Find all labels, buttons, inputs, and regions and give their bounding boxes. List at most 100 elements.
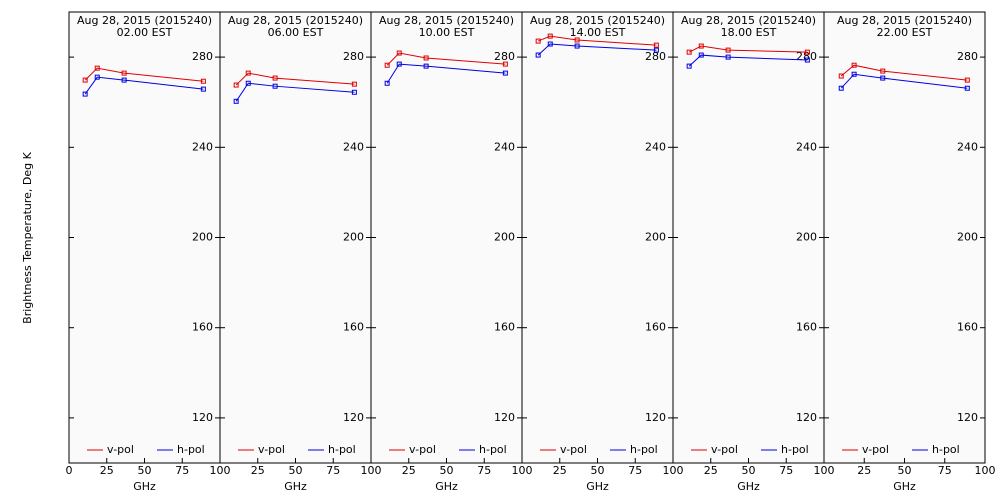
y-tick-label: 280 — [645, 50, 666, 63]
y-tick-label: 120 — [343, 411, 364, 424]
x-tick-label: 100 — [975, 464, 996, 477]
legend-label: h-pol — [177, 443, 205, 456]
point-marker — [272, 75, 278, 81]
point-marker — [121, 70, 127, 76]
y-tick-label: 280 — [494, 50, 515, 63]
point-marker — [698, 52, 704, 58]
series-line — [688, 45, 808, 53]
y-tick-label: 200 — [343, 231, 364, 244]
point-marker — [686, 49, 692, 55]
legend-label: v-pol — [862, 443, 889, 456]
y-tick-label: 160 — [645, 321, 666, 334]
y-axis-label: Brightness Temperature, Deg K — [21, 151, 34, 323]
point-marker — [502, 70, 508, 76]
point-marker — [880, 68, 886, 74]
point-marker — [535, 38, 541, 44]
x-tick-label: 25 — [553, 464, 567, 477]
point-marker — [653, 42, 659, 48]
x-tick-label: 100 — [814, 464, 835, 477]
y-tick-label: 240 — [645, 140, 666, 153]
plot-area — [521, 11, 674, 464]
y-tick-label: 160 — [343, 321, 364, 334]
x-axis-label: GHz — [893, 480, 916, 493]
panel-title: Aug 28, 2015 (2015240) — [77, 14, 212, 27]
legend-label: h-pol — [479, 443, 507, 456]
y-tick-label: 200 — [494, 231, 515, 244]
x-tick-label: 100 — [663, 464, 684, 477]
point-marker — [351, 81, 357, 87]
point-marker — [574, 37, 580, 43]
point-marker — [804, 57, 810, 63]
point-marker — [423, 63, 429, 69]
panel-subtitle: 02.00 EST — [117, 26, 173, 39]
x-tick-label: 75 — [628, 464, 642, 477]
point-marker — [547, 33, 553, 39]
series-line — [537, 43, 657, 56]
point-marker — [200, 78, 206, 84]
series-line — [235, 72, 355, 86]
x-axis-label: GHz — [737, 480, 760, 493]
point-marker — [200, 86, 206, 92]
panel-title: Aug 28, 2015 (2015240) — [379, 14, 514, 27]
y-tick-label: 240 — [957, 140, 978, 153]
point-marker — [233, 98, 239, 104]
x-tick-label: 0 — [66, 464, 73, 477]
point-marker — [574, 43, 580, 49]
y-tick-label: 240 — [192, 140, 213, 153]
x-tick-label: 25 — [402, 464, 416, 477]
panel-subtitle: 22.00 EST — [877, 26, 933, 39]
series-line — [235, 82, 355, 102]
x-tick-label: 50 — [742, 464, 756, 477]
x-tick-label: 75 — [477, 464, 491, 477]
y-tick-label: 120 — [645, 411, 666, 424]
panel-title: Aug 28, 2015 (2015240) — [681, 14, 816, 27]
y-tick-label: 240 — [796, 140, 817, 153]
series-line — [84, 67, 204, 82]
x-tick-label: 25 — [857, 464, 871, 477]
point-marker — [838, 85, 844, 91]
y-tick-label: 280 — [957, 50, 978, 63]
y-tick-label: 200 — [645, 231, 666, 244]
x-axis-label: GHz — [133, 480, 156, 493]
y-tick-label: 200 — [796, 231, 817, 244]
legend-label: h-pol — [932, 443, 960, 456]
x-tick-label: 100 — [210, 464, 231, 477]
series-line — [840, 73, 968, 89]
legend-label: v-pol — [711, 443, 738, 456]
series-line — [840, 64, 968, 81]
x-tick-label: 75 — [326, 464, 340, 477]
point-marker — [384, 62, 390, 68]
y-tick-label: 200 — [192, 231, 213, 244]
point-marker — [94, 74, 100, 80]
x-tick-label: 50 — [440, 464, 454, 477]
y-tick-label: 160 — [494, 321, 515, 334]
y-tick-label: 280 — [343, 50, 364, 63]
y-tick-label: 240 — [343, 140, 364, 153]
x-tick-label: 100 — [361, 464, 382, 477]
legend-label: h-pol — [328, 443, 356, 456]
point-marker — [351, 89, 357, 95]
point-marker — [396, 61, 402, 67]
panel-title: Aug 28, 2015 (2015240) — [837, 14, 972, 27]
point-marker — [82, 91, 88, 97]
point-marker — [653, 47, 659, 53]
legend-label: v-pol — [409, 443, 436, 456]
series-line — [386, 63, 506, 84]
point-marker — [804, 49, 810, 55]
y-tick-label: 120 — [957, 411, 978, 424]
x-axis-label: GHz — [586, 480, 609, 493]
panel-subtitle: 06.00 EST — [268, 26, 324, 39]
series-line — [537, 35, 657, 46]
x-tick-label: 100 — [512, 464, 533, 477]
point-marker — [547, 41, 553, 47]
series-line — [688, 54, 808, 67]
y-tick-label: 120 — [796, 411, 817, 424]
panel-title: Aug 28, 2015 (2015240) — [530, 14, 665, 27]
x-tick-label: 25 — [100, 464, 114, 477]
point-marker — [725, 54, 731, 60]
panel-subtitle: 18.00 EST — [721, 26, 777, 39]
point-marker — [245, 80, 251, 86]
point-marker — [272, 83, 278, 89]
